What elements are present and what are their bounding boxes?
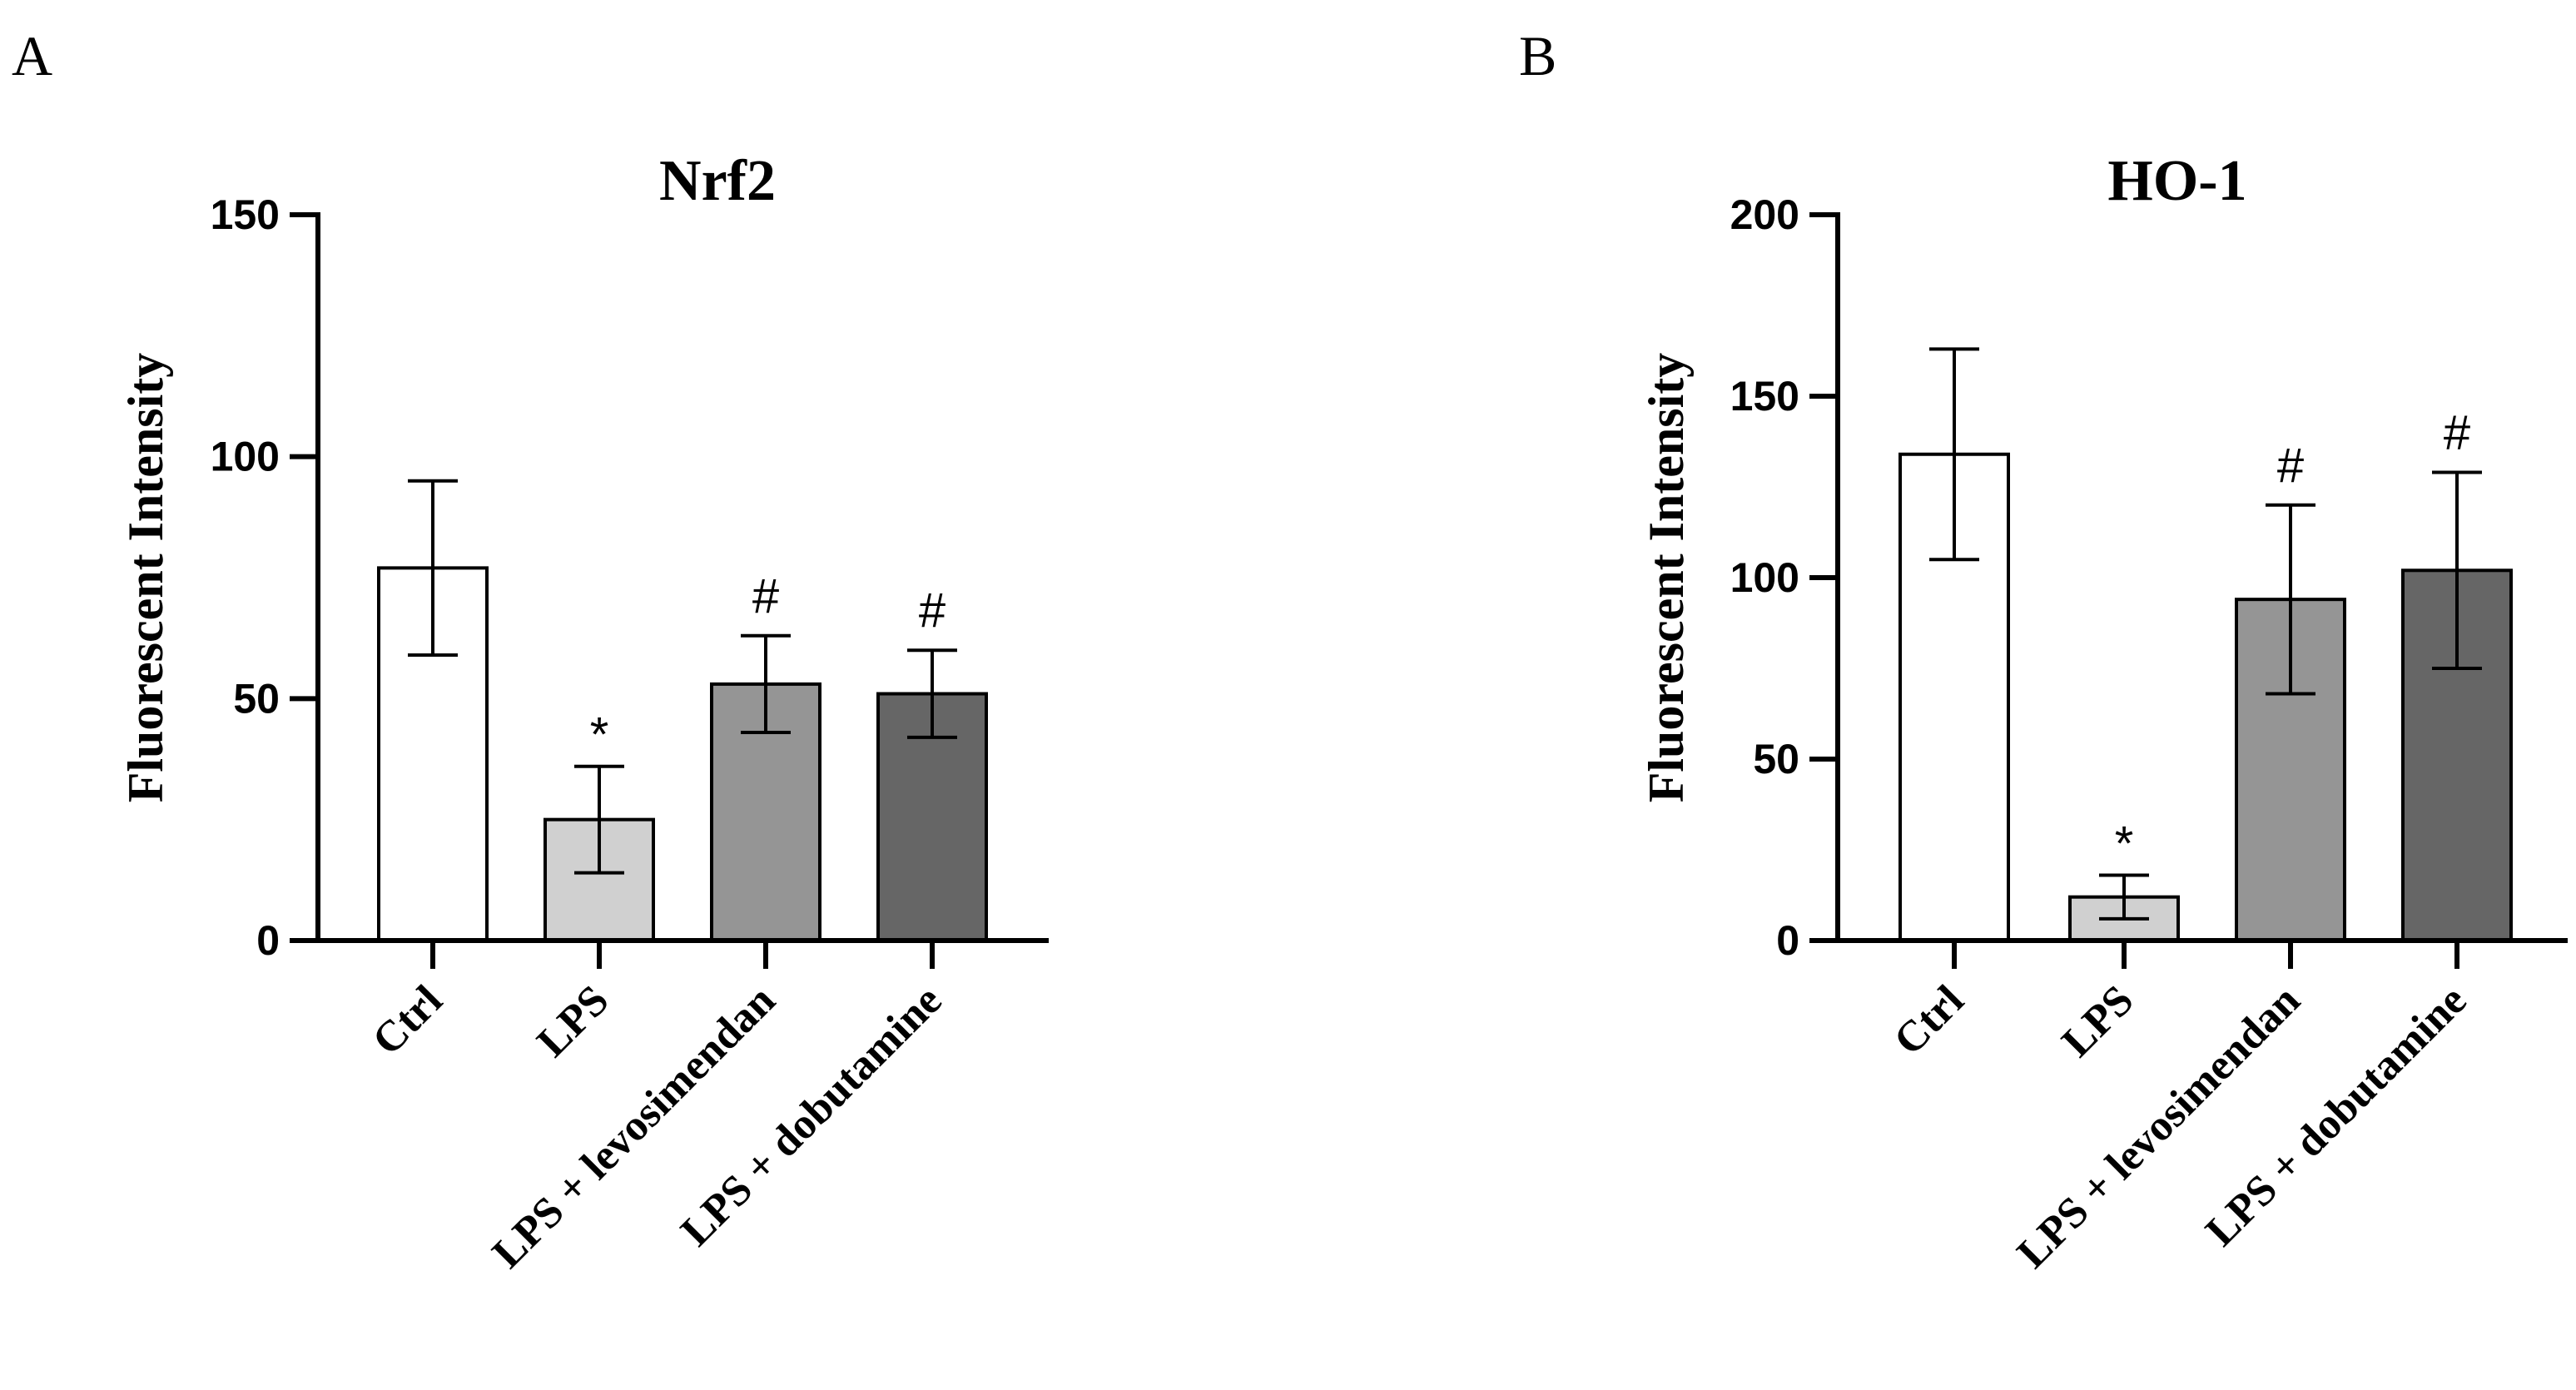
significance-marker-3: # bbox=[752, 569, 779, 623]
category-label-2: LPS bbox=[2053, 976, 2143, 1066]
error-bar-2 bbox=[574, 764, 624, 875]
panel-letter: B bbox=[1519, 24, 1556, 87]
significance-marker-2: * bbox=[590, 708, 609, 762]
chart-nrf2: A Nrf2 Fluorescent Intensity * # #0 50 100 150 Ct… bbox=[12, 24, 1049, 1278]
category-label-1: Ctrl bbox=[1885, 976, 1973, 1065]
y-tick-label: 150 bbox=[1730, 373, 1799, 419]
y-tick-label: 0 bbox=[1776, 917, 1799, 964]
chart-title: Nrf2 bbox=[659, 149, 776, 213]
panel-letter: A bbox=[12, 24, 52, 87]
error-bar-3 bbox=[2266, 503, 2315, 696]
y-axis-label: Fluorescent Intensity bbox=[1639, 353, 1694, 803]
error-bar-2 bbox=[2099, 873, 2149, 921]
y-axis-label: Fluorescent Intensity bbox=[118, 353, 173, 803]
error-bar-1 bbox=[408, 479, 458, 658]
category-label-1: Ctrl bbox=[364, 976, 452, 1065]
significance-marker-4: # bbox=[919, 583, 946, 638]
category-label-2: LPS bbox=[529, 976, 618, 1066]
y-tick-label: 50 bbox=[1753, 736, 1799, 782]
category-label-3: LPS + levosimendan bbox=[2008, 976, 2310, 1278]
error-bar-4 bbox=[907, 648, 957, 739]
y-tick-label: 0 bbox=[256, 917, 280, 964]
significance-marker-4: # bbox=[2444, 406, 2470, 460]
chart-ho1: B HO-1 Fluorescent Intensity * # #0 50 100 150 20… bbox=[1519, 24, 2568, 1278]
y-tick-label: 200 bbox=[1730, 191, 1799, 238]
significance-marker-3: # bbox=[2277, 439, 2304, 493]
y-tick-label: 100 bbox=[211, 434, 280, 480]
error-bar-3 bbox=[741, 633, 791, 735]
category-label-3: LPS + levosimendan bbox=[484, 976, 785, 1278]
significance-marker-2: * bbox=[2115, 817, 2134, 871]
y-tick-label: 150 bbox=[211, 191, 280, 238]
error-bar-1 bbox=[1929, 347, 1979, 562]
y-tick-label: 50 bbox=[233, 675, 280, 722]
chart-title: HO-1 bbox=[2107, 149, 2246, 213]
y-tick-label: 100 bbox=[1730, 554, 1799, 601]
error-bar-4 bbox=[2432, 470, 2482, 670]
